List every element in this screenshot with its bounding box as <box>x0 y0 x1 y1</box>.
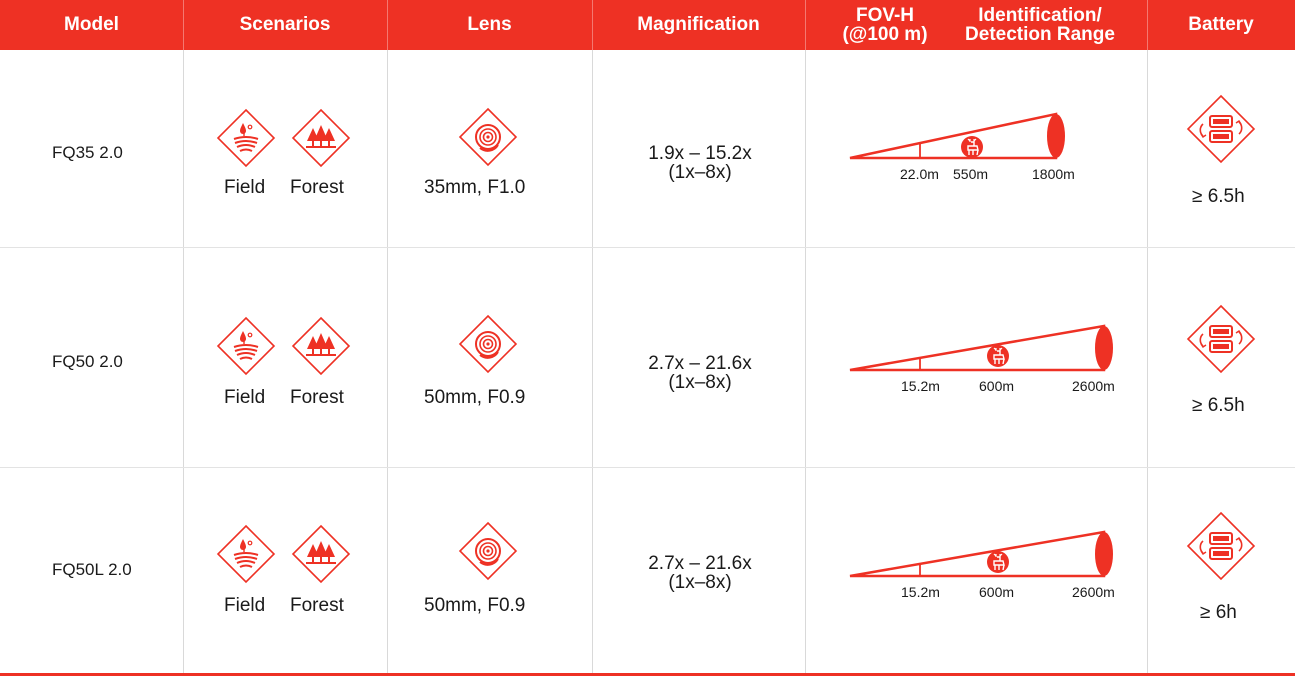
scenario-forest-label: Forest <box>290 595 344 616</box>
column-divider <box>183 50 184 676</box>
model-name: FQ50 2.0 <box>52 352 123 371</box>
header-divider <box>1147 0 1148 50</box>
field-icon <box>217 525 275 583</box>
header-battery: Battery <box>1188 13 1254 35</box>
header-lens: Lens <box>467 13 512 35</box>
fov-value: 15.2m <box>901 378 940 394</box>
identification-range: 550m <box>953 166 989 182</box>
field-icon <box>217 317 275 375</box>
column-divider <box>805 50 806 676</box>
battery-icon <box>1187 95 1255 163</box>
header-fov: FOV-H (@100 m) <box>825 0 945 50</box>
battery-icon <box>1187 512 1255 580</box>
header-range-line2: Detection Range <box>965 24 1115 45</box>
scenario-field-label: Field <box>224 177 266 198</box>
header-range: Identification/ Detection Range <box>945 0 1135 50</box>
table-header: Model Scenarios Lens Magnification FOV-H… <box>0 0 1295 50</box>
column-divider <box>592 50 593 676</box>
header-divider <box>805 0 806 50</box>
magnification-range: 2.7x – 21.6x <box>648 353 752 374</box>
field-icon <box>217 109 275 167</box>
header-divider <box>592 0 593 50</box>
magnification-range: 1.9x – 15.2x <box>648 143 752 164</box>
header-divider <box>387 0 388 50</box>
forest-icon <box>292 525 350 583</box>
range-diagram <box>849 530 1113 578</box>
battery-life: ≥ 6.5h <box>1192 186 1245 207</box>
lens-icon <box>459 315 517 373</box>
row-divider <box>0 467 1295 468</box>
header-model: Model <box>64 13 119 35</box>
lens-icon <box>459 108 517 166</box>
magnification-range: 2.7x – 21.6x <box>648 553 752 574</box>
header-range-line1: Identification/ <box>978 5 1102 26</box>
detection-range: 1800m <box>1032 166 1075 182</box>
detection-range: 2600m <box>1072 378 1115 394</box>
model-name: FQ35 2.0 <box>52 143 123 162</box>
deer-icon <box>986 550 1010 574</box>
fov-value: 15.2m <box>901 584 940 600</box>
range-diagram <box>849 324 1113 372</box>
fov-value: 22.0m <box>900 166 939 182</box>
battery-life: ≥ 6h <box>1200 602 1237 623</box>
detection-range: 2600m <box>1072 584 1115 600</box>
column-divider <box>1147 50 1148 676</box>
model-name: FQ50L 2.0 <box>52 560 132 579</box>
scenario-forest-label: Forest <box>290 177 344 198</box>
table-bottom-border <box>0 673 1295 676</box>
magnification-optical: (1x–8x) <box>668 162 732 183</box>
range-diagram <box>849 112 1065 160</box>
magnification-optical: (1x–8x) <box>668 372 732 393</box>
column-divider <box>387 50 388 676</box>
header-magnification: Magnification <box>637 13 760 35</box>
lens-icon <box>459 522 517 580</box>
header-divider <box>183 0 184 50</box>
row-divider <box>0 247 1295 248</box>
battery-life: ≥ 6.5h <box>1192 395 1245 416</box>
lens-spec: 50mm, F0.9 <box>424 387 526 408</box>
scenario-forest-label: Forest <box>290 387 344 408</box>
magnification-optical: (1x–8x) <box>668 572 732 593</box>
lens-spec: 50mm, F0.9 <box>424 595 526 616</box>
identification-range: 600m <box>979 378 1015 394</box>
forest-icon <box>292 109 350 167</box>
lens-spec: 35mm, F1.0 <box>424 177 526 198</box>
deer-icon <box>986 344 1010 368</box>
scenario-field-label: Field <box>224 595 266 616</box>
deer-icon <box>960 135 984 159</box>
battery-icon <box>1187 305 1255 373</box>
header-scenarios: Scenarios <box>239 13 331 35</box>
header-fov-line2: (@100 m) <box>842 24 928 45</box>
identification-range: 600m <box>979 584 1015 600</box>
header-fov-line1: FOV-H <box>855 5 915 26</box>
forest-icon <box>292 317 350 375</box>
scenario-field-label: Field <box>224 387 266 408</box>
